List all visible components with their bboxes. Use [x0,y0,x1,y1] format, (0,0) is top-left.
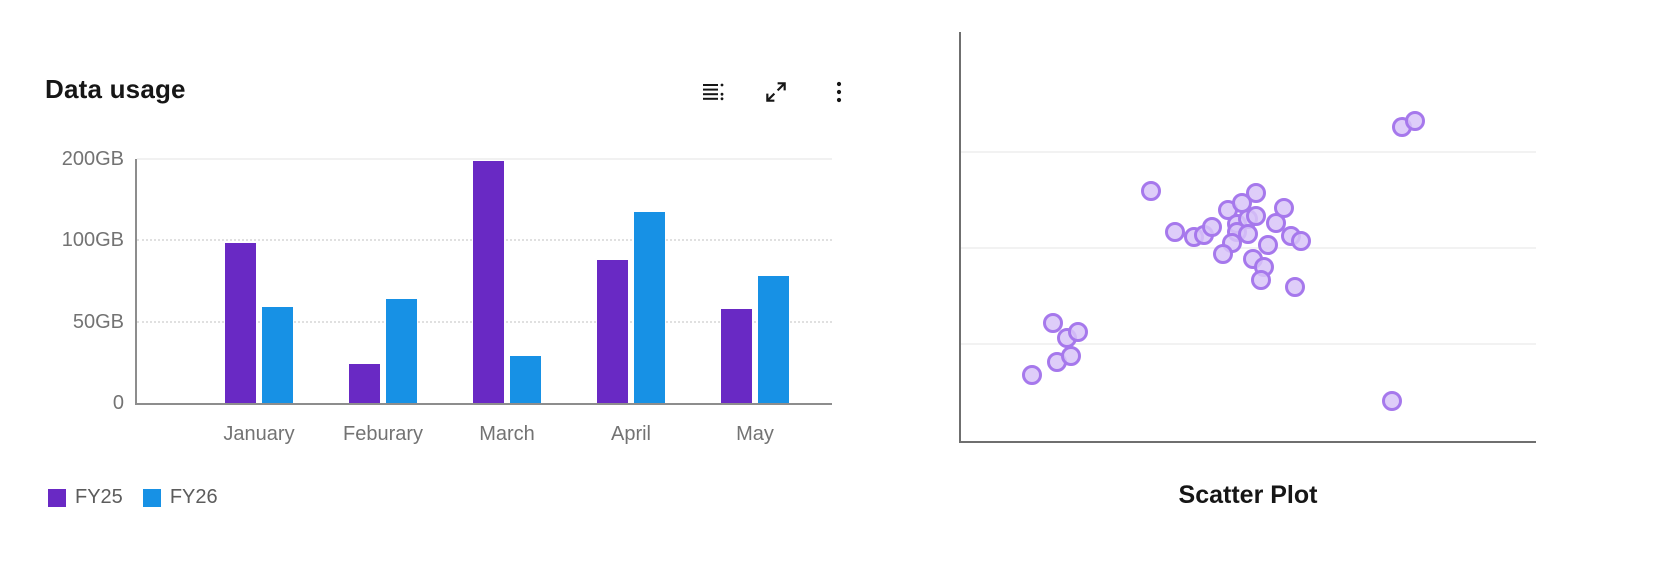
bar-fy25-march [473,161,504,403]
bar-fy26-april [634,211,665,403]
scatter-gridline [961,343,1536,346]
scatter-gridline [961,150,1536,153]
legend-item-fy25[interactable]: FY25 [48,486,123,509]
bar-fy26-january [262,307,293,403]
bar-fy25-feburary [349,364,380,403]
overflow-menu-glyph [836,81,842,103]
bar-y-tick-label: 50GB [72,311,124,333]
bar-fy25-april [597,259,628,403]
bar-fy26-may [758,276,789,403]
scatter-point [1381,390,1402,411]
show-data-table-glyph [703,83,724,101]
legend-swatch-fy25 [48,488,66,507]
bar-fy25-may [721,308,752,403]
bar-x-tick-label: January [223,423,295,445]
bar-chart-toolbar [700,79,852,105]
bar-gridline [137,158,832,160]
scatter-point [1141,181,1162,202]
bar-chart-legend: FY25 FY26 [48,486,218,509]
scatter-point [1201,217,1222,238]
scatter-x-axis-line [959,441,1536,443]
bar-y-axis-line [135,159,137,405]
bar-y-tick-label: 200GB [61,148,124,170]
bar-fy26-feburary [386,299,417,403]
bar-y-tick-label: 0 [112,392,124,414]
scatter-point [1068,321,1089,342]
show-data-table-icon[interactable] [700,79,726,105]
scatter-point [1404,111,1425,132]
scatter-point [1250,269,1271,290]
bar-x-tick-label: April [610,423,651,445]
scatter-point [1213,244,1234,265]
scatter-point [1237,224,1258,245]
scatter-point [1285,276,1306,297]
scatter-point [1258,235,1279,256]
scatter-gridline [961,246,1536,249]
legend-swatch-fy26 [142,488,161,507]
scatter-point [1165,222,1186,242]
bar-chart-title: Data usage [45,74,186,104]
scatter-point [1245,183,1266,204]
scatter-point [1290,230,1311,251]
bar-y-tick-label: 100GB [61,229,124,251]
legend-label: FY26 [169,486,218,508]
scatter-point [1060,345,1081,366]
bar-x-tick-label: Feburary [342,423,424,445]
bar-x-axis-line [135,403,832,405]
bar-fy25-january [225,243,256,403]
scatter-point [1022,365,1043,386]
overflow-menu-icon[interactable] [826,79,852,105]
legend-label: FY25 [75,486,123,508]
expand-icon[interactable] [763,79,789,105]
scatter-point [1245,206,1266,227]
bar-x-tick-label: May [736,423,774,445]
bar-x-tick-label: March [479,423,535,445]
legend-item-fy26[interactable]: FY26 [142,486,218,509]
scatter-y-axis-line [959,32,961,443]
bar-fy26-march [510,356,541,403]
scatter-point [1273,197,1294,218]
scatter-point [1043,312,1064,333]
scatter-plot-title: Scatter Plot [1178,481,1318,509]
expand-glyph [766,82,786,102]
